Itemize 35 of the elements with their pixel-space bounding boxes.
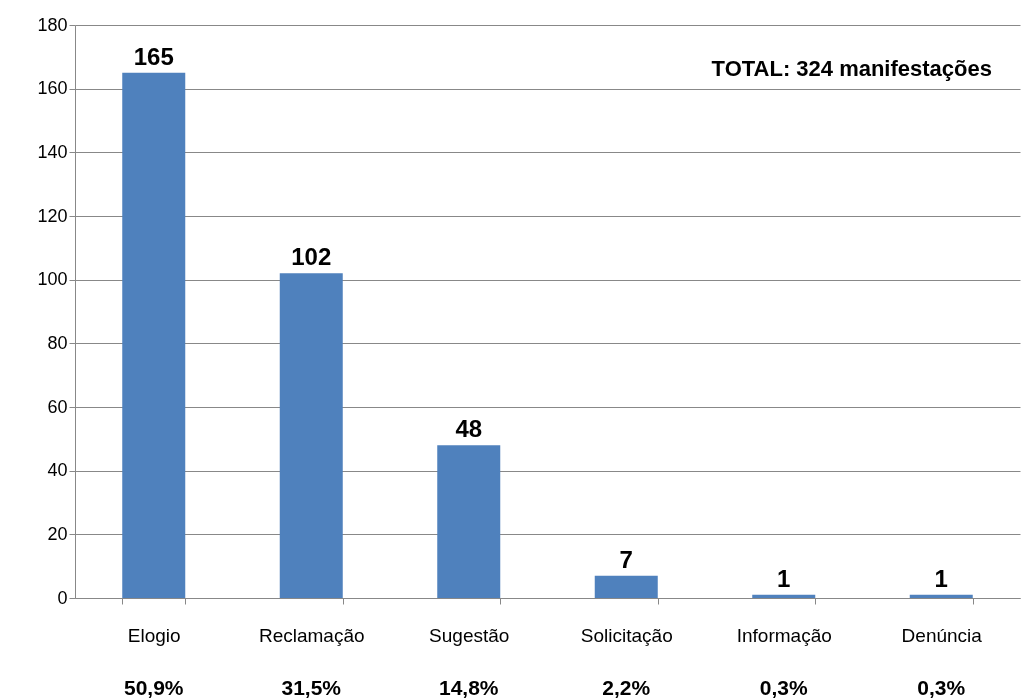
y-tick-label: 60 [47, 396, 68, 417]
text: 31,5% [281, 676, 342, 698]
data-label: 165 [133, 42, 174, 70]
text: 14,8% [438, 676, 499, 698]
x-tick-label: Sugestão [429, 624, 510, 646]
y-tick-label: 40 [47, 460, 68, 481]
data-label: 102 [291, 243, 332, 271]
bar [752, 594, 816, 598]
x-tick-label: Denúncia [901, 624, 983, 646]
text: 0,3% [759, 676, 809, 698]
data-label: 48 [455, 415, 483, 443]
x-tick-label: Solicitação [580, 624, 673, 646]
bar [909, 594, 973, 598]
data-label: 1 [777, 564, 791, 592]
annotation: TOTAL: 324 manifestações [711, 56, 992, 81]
x-tick-label: Informação [736, 624, 832, 646]
y-tick-label: 100 [37, 269, 68, 290]
bar [279, 273, 343, 598]
y-tick-label: 140 [37, 141, 68, 162]
text: 50,9% [123, 676, 184, 698]
y-tick-label: 180 [37, 14, 68, 35]
y-tick-label: 80 [47, 332, 68, 353]
y-tick-label: 120 [37, 205, 68, 226]
bar [594, 575, 658, 598]
bar [437, 445, 501, 598]
text: 2,2% [602, 676, 651, 698]
text: 0,3% [917, 676, 966, 698]
x-tick-label: Reclamação [258, 624, 365, 646]
y-tick-label: 20 [47, 523, 68, 544]
y-tick-label: 0 [57, 587, 68, 608]
data-label: 7 [619, 545, 633, 573]
bar [122, 72, 186, 598]
x-tick-label: Elogio [127, 624, 181, 646]
data-label: 1 [934, 564, 948, 592]
y-tick-label: 160 [37, 78, 68, 99]
